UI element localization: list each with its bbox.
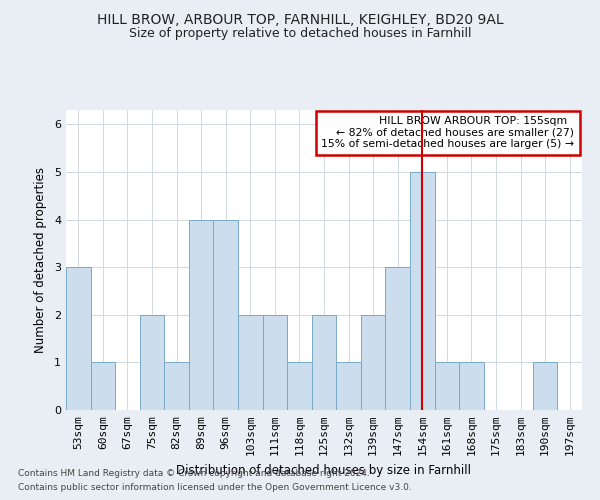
Bar xyxy=(214,220,238,410)
Bar xyxy=(164,362,189,410)
Text: HILL BROW ARBOUR TOP: 155sqm  
← 82% of detached houses are smaller (27)
15% of : HILL BROW ARBOUR TOP: 155sqm ← 82% of de… xyxy=(321,116,574,149)
Text: Size of property relative to detached houses in Farnhill: Size of property relative to detached ho… xyxy=(129,28,471,40)
Text: Contains HM Land Registry data © Crown copyright and database right 2024.: Contains HM Land Registry data © Crown c… xyxy=(18,468,370,477)
Text: HILL BROW, ARBOUR TOP, FARNHILL, KEIGHLEY, BD20 9AL: HILL BROW, ARBOUR TOP, FARNHILL, KEIGHLE… xyxy=(97,12,503,26)
Bar xyxy=(459,362,484,410)
Y-axis label: Number of detached properties: Number of detached properties xyxy=(34,167,47,353)
Bar xyxy=(385,267,410,410)
Bar xyxy=(533,362,557,410)
Bar xyxy=(336,362,361,410)
Text: Contains public sector information licensed under the Open Government Licence v3: Contains public sector information licen… xyxy=(18,484,412,492)
Bar xyxy=(312,315,336,410)
Bar xyxy=(140,315,164,410)
Bar xyxy=(434,362,459,410)
Bar xyxy=(91,362,115,410)
Bar xyxy=(410,172,434,410)
Bar xyxy=(263,315,287,410)
Bar xyxy=(189,220,214,410)
X-axis label: Distribution of detached houses by size in Farnhill: Distribution of detached houses by size … xyxy=(176,464,472,476)
Bar xyxy=(361,315,385,410)
Bar xyxy=(287,362,312,410)
Bar xyxy=(66,267,91,410)
Bar xyxy=(238,315,263,410)
